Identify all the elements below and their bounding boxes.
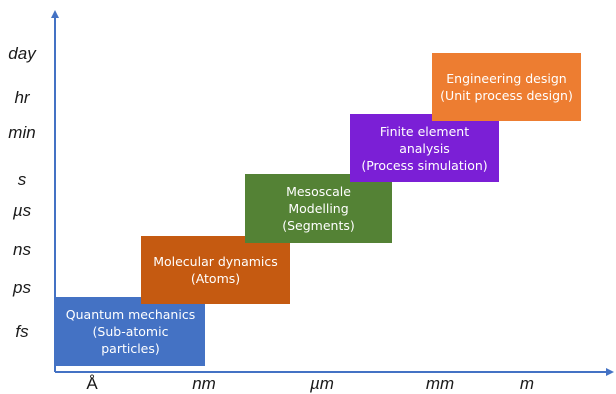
- y-label-min: min: [8, 123, 36, 142]
- mesoscale-line-1: Mesoscale: [286, 184, 351, 199]
- y-label-hr: hr: [14, 88, 30, 107]
- y-label-fs: fs: [15, 322, 29, 341]
- x-label-um: µm: [310, 374, 334, 393]
- quantum-line-1: Quantum mechanics: [65, 307, 196, 322]
- x-label-nm: nm: [192, 374, 216, 393]
- engineering-design-box: Engineering design (Unit process design): [432, 53, 581, 121]
- molecular-dynamics-box: Molecular dynamics (Atoms): [141, 236, 290, 304]
- molecular-line-2: (Atoms): [190, 271, 241, 286]
- quantum-line-3: particles): [101, 341, 160, 356]
- molecular-line-1: Molecular dynamics: [153, 254, 278, 269]
- y-label-ns: ns: [13, 240, 31, 259]
- finite-line-1: Finite element: [379, 123, 470, 139]
- y-label-ps: ps: [13, 278, 31, 297]
- y-label-day: day: [8, 44, 36, 63]
- finite-line-2: analysis: [399, 140, 450, 156]
- mesoscale-line-3: (Segments): [282, 218, 355, 233]
- finite-element-analysis-box: Finite element analysis (Process simulat…: [350, 114, 499, 182]
- quantum-mechanics-box: Quantum mechanics (Sub-atomic particles): [56, 297, 205, 366]
- x-label-mm: mm: [425, 374, 455, 393]
- finite-line-3: (Process simulation): [361, 157, 488, 173]
- quantum-line-2: (Sub-atomic: [92, 324, 169, 339]
- mesoscale-modelling-box: Mesoscale Modelling (Segments): [245, 174, 392, 243]
- y-label-s: s: [17, 170, 27, 189]
- x-label-angstrom: Å: [86, 374, 98, 393]
- mesoscale-line-2: Modelling: [288, 201, 349, 216]
- y-label-us: µs: [12, 201, 32, 220]
- x-label-m: m: [519, 374, 535, 393]
- engineering-line-2: (Unit process design): [440, 88, 573, 103]
- engineering-line-1: Engineering design: [446, 71, 567, 86]
